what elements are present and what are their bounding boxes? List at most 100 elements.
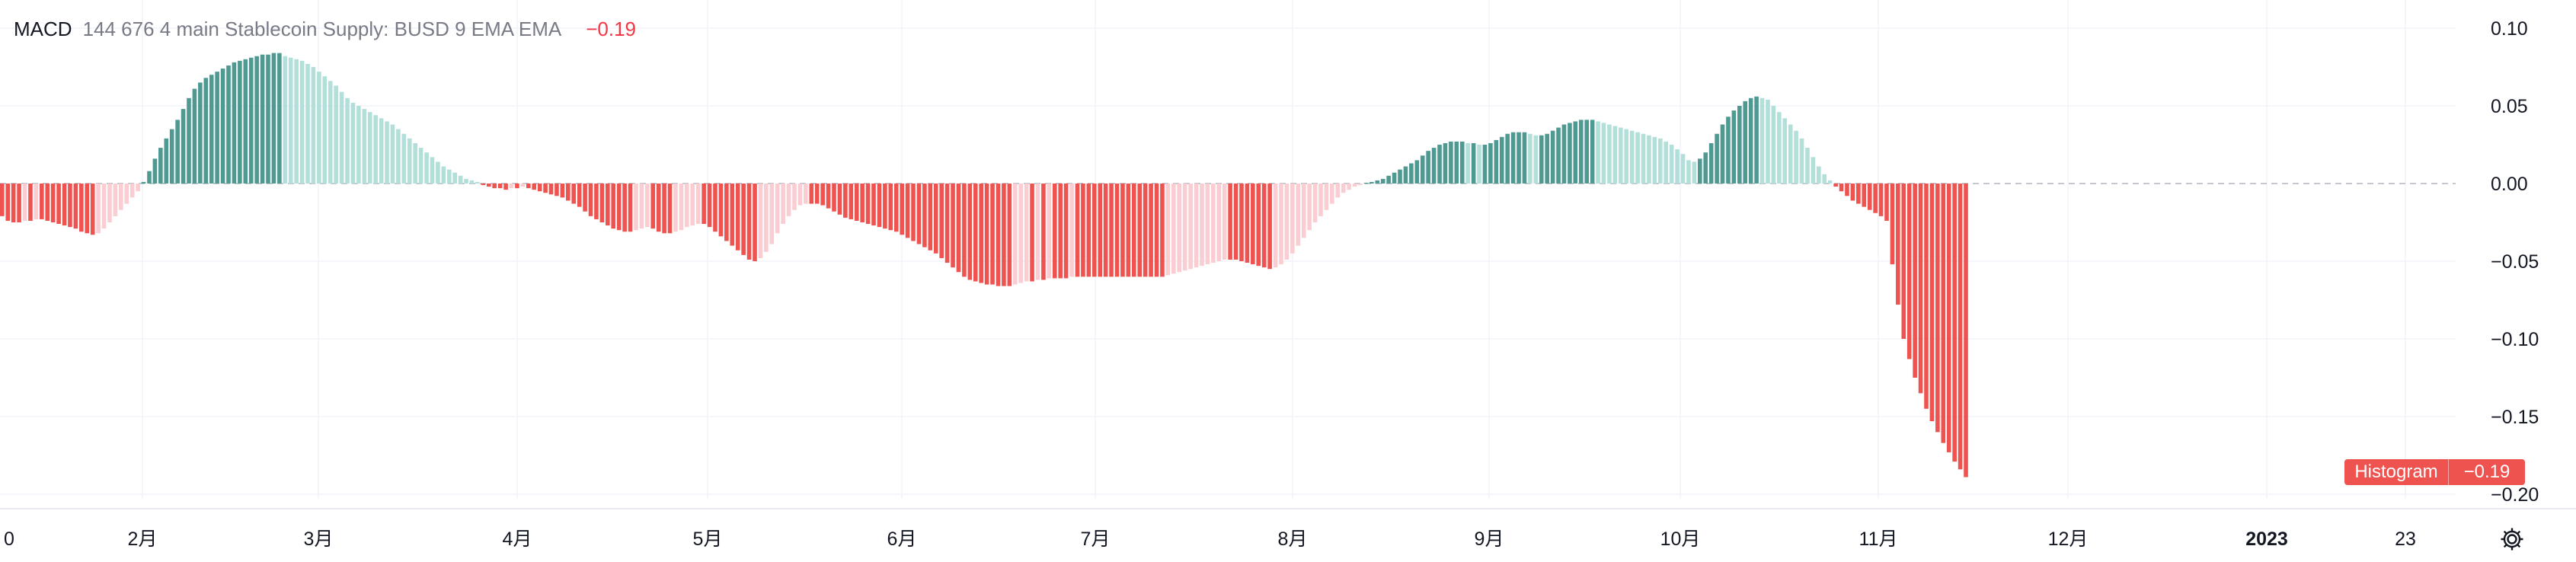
histogram-bar bbox=[1913, 184, 1917, 378]
histogram-bar bbox=[1952, 184, 1957, 462]
histogram-bar bbox=[1918, 184, 1923, 394]
histogram-bar bbox=[1720, 124, 1725, 184]
y-axis: 0.10 0.05 0.00 −0.05 −0.10 −0.15 −0.20 bbox=[2491, 18, 2539, 506]
histogram-bar bbox=[1596, 121, 1600, 184]
histogram-bar bbox=[1233, 184, 1238, 260]
x-tick-label: 11月 bbox=[1859, 528, 1898, 550]
histogram-bar bbox=[129, 184, 135, 198]
histogram-bar bbox=[34, 184, 39, 219]
histogram-bar bbox=[1675, 149, 1680, 184]
indicator-legend[interactable]: MACD 144 676 4 main Stablecoin Supply: B… bbox=[14, 14, 636, 44]
gear-icon[interactable] bbox=[2498, 525, 2526, 553]
histogram-bar bbox=[96, 184, 101, 234]
histogram-bar bbox=[956, 184, 961, 273]
histogram-bar bbox=[1341, 184, 1346, 193]
histogram-bar bbox=[1578, 120, 1584, 184]
histogram-bar bbox=[1324, 184, 1329, 210]
histogram-bar bbox=[1901, 184, 1906, 339]
histogram-bar bbox=[68, 184, 72, 228]
histogram-bar bbox=[1330, 184, 1334, 204]
histogram-bar bbox=[169, 129, 174, 184]
histogram-bar bbox=[1556, 127, 1561, 184]
histogram-bar bbox=[804, 184, 808, 204]
histogram-bar bbox=[1686, 160, 1691, 184]
histogram-bar bbox=[486, 184, 491, 187]
histogram-bar bbox=[1805, 148, 1810, 184]
histogram-bar bbox=[673, 184, 678, 232]
histogram-bar bbox=[124, 184, 129, 204]
histogram-bar bbox=[79, 184, 84, 232]
histogram-bar bbox=[939, 184, 944, 258]
histogram-bar bbox=[1958, 184, 1963, 470]
histogram-bar bbox=[1261, 184, 1267, 268]
histogram-bar bbox=[588, 184, 593, 216]
histogram-bar bbox=[1890, 184, 1895, 265]
histogram-bar bbox=[1754, 96, 1759, 184]
histogram-bar bbox=[871, 184, 876, 226]
histogram-bar bbox=[1165, 184, 1171, 276]
histogram-bar bbox=[407, 138, 412, 184]
histogram-bar bbox=[1827, 180, 1833, 184]
histogram-bar bbox=[209, 75, 214, 184]
histogram-bar bbox=[713, 184, 718, 232]
histogram-bar bbox=[475, 181, 480, 184]
histogram-bar bbox=[1884, 184, 1889, 221]
histogram-bar bbox=[1069, 184, 1074, 277]
histogram-bar bbox=[260, 54, 265, 184]
histogram-bar bbox=[17, 184, 21, 222]
histogram-bar bbox=[860, 184, 865, 222]
histogram-bar bbox=[1561, 124, 1567, 184]
histogram-bar bbox=[226, 65, 231, 184]
histogram-bar bbox=[916, 184, 922, 244]
histogram-bar bbox=[1149, 184, 1153, 277]
histogram-bar bbox=[1426, 151, 1430, 184]
histogram-bar bbox=[390, 124, 395, 184]
histogram-bar bbox=[1906, 184, 1912, 359]
histogram-bar bbox=[849, 184, 854, 219]
histogram-bar bbox=[238, 60, 242, 184]
x-tick-label: 8月 bbox=[1278, 528, 1308, 550]
histogram-bar bbox=[1188, 184, 1193, 270]
histogram-bar bbox=[1708, 142, 1714, 184]
histogram-bar bbox=[1771, 106, 1776, 184]
histogram-bar bbox=[1946, 184, 1951, 452]
histogram-bar bbox=[1222, 184, 1227, 260]
histogram-bar bbox=[136, 184, 140, 192]
histogram-bar bbox=[1267, 184, 1272, 270]
x-tick-label: 6月 bbox=[887, 528, 917, 550]
histogram-bar bbox=[1517, 132, 1521, 184]
histogram-bar bbox=[962, 184, 967, 277]
histogram-bar bbox=[181, 109, 186, 184]
histogram-bar bbox=[1505, 133, 1510, 184]
indicator-name[interactable]: MACD bbox=[14, 17, 72, 40]
histogram-bar bbox=[503, 184, 508, 190]
histogram-bar bbox=[1618, 127, 1623, 184]
histogram-bar bbox=[1375, 180, 1380, 184]
histogram-bar bbox=[356, 106, 361, 184]
histogram-bar bbox=[62, 184, 67, 226]
tag-divider bbox=[2448, 459, 2449, 485]
y-tick-label: −0.05 bbox=[2491, 251, 2539, 273]
histogram-bar bbox=[1437, 145, 1442, 184]
histogram-bar bbox=[893, 184, 899, 232]
histogram-bar bbox=[1347, 184, 1351, 190]
histogram-bar bbox=[1143, 184, 1148, 277]
histogram-bar bbox=[1103, 184, 1108, 277]
histogram-bar bbox=[1075, 184, 1080, 277]
histogram-bar bbox=[543, 184, 548, 193]
histogram-bar bbox=[271, 53, 276, 184]
histogram-bar bbox=[639, 184, 644, 229]
histogram-bar bbox=[1692, 161, 1697, 184]
histogram-bar bbox=[5, 184, 11, 221]
histogram-bar bbox=[1629, 130, 1635, 184]
histogram-bar bbox=[1465, 142, 1470, 184]
histogram-bar bbox=[616, 184, 622, 231]
histogram-bar bbox=[979, 184, 983, 283]
histogram-bar bbox=[367, 112, 372, 184]
histogram-bar bbox=[854, 184, 859, 221]
histogram-bar bbox=[1607, 124, 1612, 184]
histogram-bar bbox=[1488, 142, 1493, 184]
histogram-bar bbox=[22, 184, 27, 221]
